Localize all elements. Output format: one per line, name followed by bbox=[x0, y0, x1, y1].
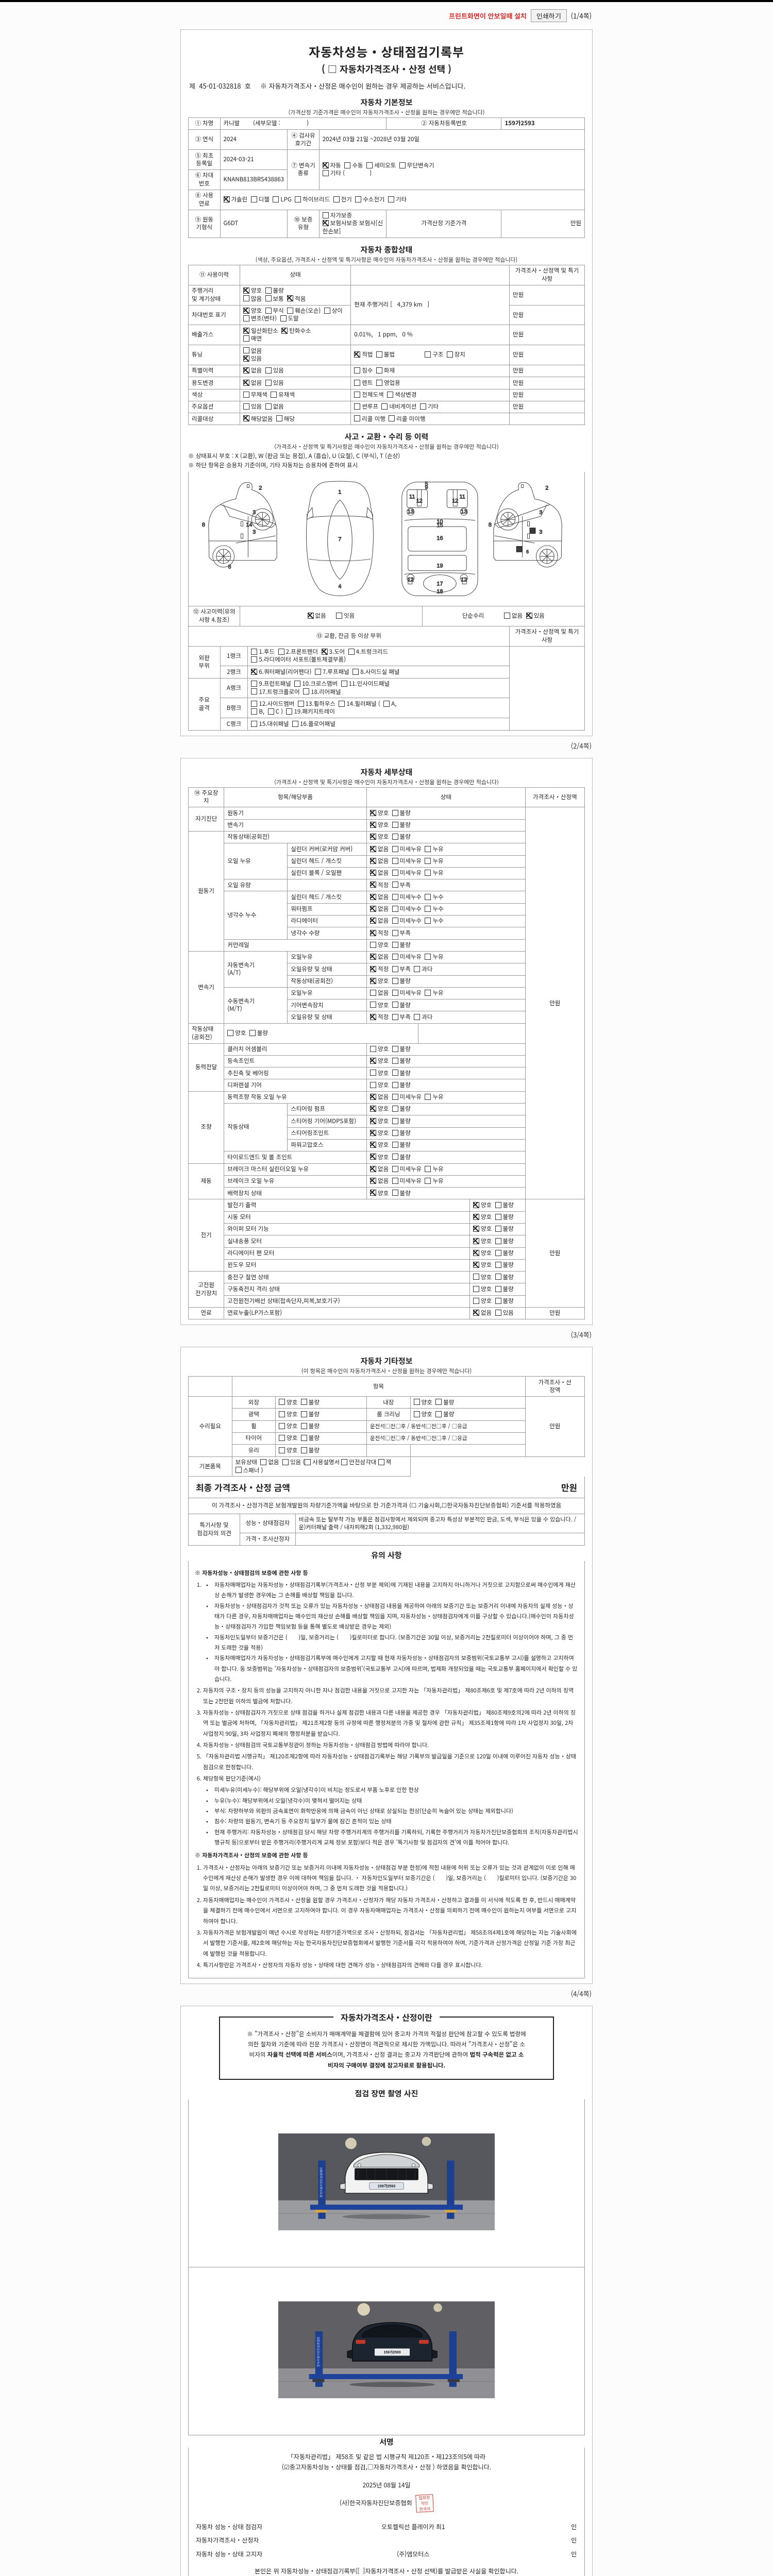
svg-text:12: 12 bbox=[461, 577, 467, 583]
svg-text:11: 11 bbox=[409, 494, 415, 500]
svg-text:6: 6 bbox=[526, 549, 529, 554]
svg-text:17: 17 bbox=[436, 581, 443, 587]
svg-text:13: 13 bbox=[408, 509, 414, 515]
svg-text:12: 12 bbox=[408, 577, 414, 583]
svg-text:X: X bbox=[531, 529, 534, 533]
svg-text:12: 12 bbox=[452, 498, 458, 504]
svg-text:4: 4 bbox=[338, 583, 341, 589]
svg-text:7: 7 bbox=[338, 536, 341, 543]
svg-text:13: 13 bbox=[461, 509, 467, 515]
svg-text:2: 2 bbox=[545, 485, 548, 491]
svg-text:18: 18 bbox=[436, 588, 443, 595]
svg-text:8: 8 bbox=[202, 522, 205, 528]
svg-text:3: 3 bbox=[253, 510, 256, 516]
svg-text:14: 14 bbox=[246, 522, 252, 528]
svg-text:3: 3 bbox=[539, 510, 542, 516]
svg-text:1: 1 bbox=[338, 489, 341, 495]
svg-text:19: 19 bbox=[436, 563, 443, 569]
svg-text:159가2593: 159가2593 bbox=[378, 2183, 396, 2188]
svg-text:12: 12 bbox=[416, 498, 423, 504]
svg-text:2: 2 bbox=[259, 485, 262, 491]
svg-text:3: 3 bbox=[539, 529, 542, 535]
svg-text:15: 15 bbox=[436, 522, 443, 529]
svg-text:3: 3 bbox=[253, 529, 256, 535]
svg-text:6: 6 bbox=[228, 564, 231, 570]
svg-text:11: 11 bbox=[460, 494, 465, 500]
svg-text:8: 8 bbox=[489, 522, 492, 528]
svg-text:W: W bbox=[517, 547, 522, 552]
svg-text:16: 16 bbox=[436, 535, 443, 541]
svg-text:9: 9 bbox=[425, 484, 428, 490]
